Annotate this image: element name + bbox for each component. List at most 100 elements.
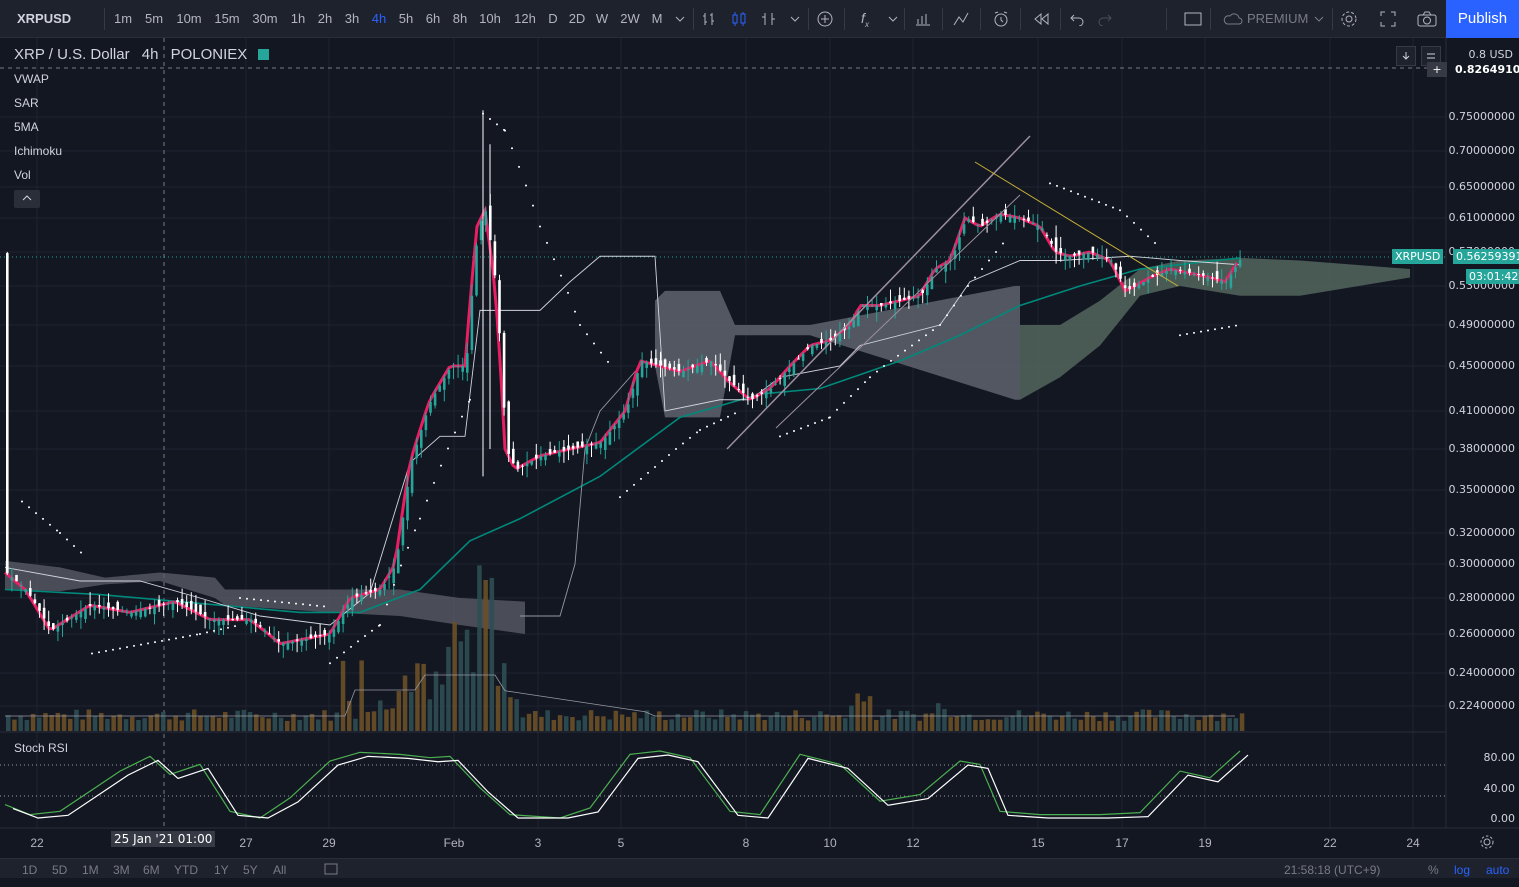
interval-6h[interactable]: 6h <box>425 11 441 26</box>
bottom-toolbar: 1D 5D 1M 3M 6M YTD 1Y 5Y All 21:58:18 (UTC+9) % … <box>0 858 1519 878</box>
indicators-icon[interactable]: fx <box>861 9 869 29</box>
indicator-sar[interactable]: SAR <box>14 96 39 110</box>
premium-label[interactable]: PREMIUM <box>1247 11 1309 26</box>
interval-15m[interactable]: 15m <box>214 11 240 26</box>
candle-body <box>539 456 543 461</box>
chevron-down-icon[interactable] <box>1306 0 1332 38</box>
candle-body <box>926 284 929 296</box>
interval-8h[interactable]: 8h <box>452 11 468 26</box>
interval-1h[interactable]: 1h <box>290 11 306 26</box>
auto-toggle[interactable]: auto <box>1486 863 1510 877</box>
interval-4h[interactable]: 4h <box>371 11 387 26</box>
sar-dot <box>800 427 802 430</box>
fullscreen-icon[interactable] <box>1375 0 1401 38</box>
volume-bar <box>378 700 383 731</box>
sar-dot <box>393 583 395 586</box>
volume-bar <box>1171 716 1177 731</box>
chart-legend: XRP / U.S. Dollar 4h POLONIEX <box>14 46 269 63</box>
interval-5m[interactable]: 5m <box>144 11 164 26</box>
time-tick: 15 <box>1031 836 1045 850</box>
volume-bar <box>421 663 426 731</box>
interval-2h[interactable]: 2h <box>317 11 333 26</box>
interval-2W[interactable]: 2W <box>620 11 640 26</box>
collapse-legend-button[interactable] <box>14 190 40 208</box>
range-5Y[interactable]: 5Y <box>243 863 258 877</box>
indicator-ichimoku[interactable]: Ichimoku <box>14 144 63 158</box>
price-tick: 0.65000000 <box>1448 180 1515 193</box>
sar-dot <box>56 529 58 532</box>
candle-body <box>898 295 901 302</box>
candle-body <box>521 465 524 467</box>
candle-body <box>107 602 110 609</box>
ichimoku-cloud-area <box>655 286 1020 418</box>
indicator-vwap[interactable]: VWAP <box>14 72 49 86</box>
candle-body <box>778 378 782 380</box>
hlc-bars-icon[interactable] <box>756 0 782 38</box>
candle-body <box>594 443 598 449</box>
calendar-icon[interactable] <box>318 849 344 887</box>
undo-icon[interactable] <box>1064 0 1090 38</box>
financials-icon[interactable] <box>910 0 936 38</box>
interval-10m[interactable]: 10m <box>176 11 202 26</box>
sar-dot <box>302 603 304 606</box>
sar-dot <box>988 259 990 262</box>
indicator-5ma[interactable]: 5MA <box>14 120 39 134</box>
alert-icon[interactable] <box>988 0 1014 38</box>
indicator-vol[interactable]: Vol <box>14 168 31 182</box>
range-All[interactable]: All <box>273 863 287 877</box>
interval-M[interactable]: M <box>651 11 663 26</box>
interval-10h[interactable]: 10h <box>479 11 501 26</box>
interval-1m[interactable]: 1m <box>113 11 133 26</box>
candle-body <box>272 637 276 639</box>
candle-body <box>1146 279 1150 283</box>
settings-gear-icon[interactable] <box>1474 830 1500 854</box>
volume-bar <box>68 718 73 731</box>
range-1Y[interactable]: 1Y <box>214 863 229 877</box>
chart-canvas[interactable] <box>0 38 1519 858</box>
publish-button[interactable]: Publish <box>1446 0 1519 38</box>
chevron-down-icon[interactable] <box>667 0 693 38</box>
layout-icon[interactable] <box>1180 0 1206 38</box>
download-icon[interactable] <box>1396 46 1416 66</box>
candle-body <box>332 629 336 637</box>
log-toggle[interactable]: log <box>1454 863 1471 877</box>
redo-icon[interactable] <box>1092 0 1118 38</box>
interval-D[interactable]: D <box>548 11 558 26</box>
add-compare-icon[interactable] <box>812 0 838 38</box>
volume-bar <box>849 705 854 731</box>
sar-dot <box>925 334 927 337</box>
range-1D[interactable]: 1D <box>22 863 38 877</box>
interval-W[interactable]: W <box>595 11 609 26</box>
divider <box>104 8 105 30</box>
candle-body <box>650 358 653 364</box>
interval-5h[interactable]: 5h <box>398 11 414 26</box>
volume-bar <box>768 716 774 731</box>
range-1M[interactable]: 1M <box>82 863 99 877</box>
interval-12h[interactable]: 12h <box>514 11 536 26</box>
candle-body <box>410 459 414 493</box>
range-6M[interactable]: 6M <box>143 863 160 877</box>
interval-3h[interactable]: 3h <box>344 11 360 26</box>
replay-icon[interactable] <box>1028 0 1054 38</box>
symbol-search[interactable]: XRPUSD <box>17 11 72 26</box>
chevron-down-icon[interactable] <box>880 0 906 38</box>
candle-body <box>590 443 593 445</box>
camera-icon[interactable] <box>1414 0 1440 38</box>
candle-body <box>728 376 731 381</box>
plus-icon[interactable]: + <box>1427 62 1447 77</box>
range-3M[interactable]: 3M <box>113 863 130 877</box>
gear-icon[interactable] <box>1336 0 1362 38</box>
interval-2D[interactable]: 2D <box>568 11 586 26</box>
range-YTD[interactable]: YTD <box>174 863 198 877</box>
interval-30m[interactable]: 30m <box>252 11 278 26</box>
templates-icon[interactable] <box>948 0 974 38</box>
candles-icon[interactable] <box>726 0 752 38</box>
percent-toggle[interactable]: % <box>1428 863 1439 877</box>
range-5D[interactable]: 5D <box>52 863 68 877</box>
cloud-icon[interactable] <box>1220 0 1246 38</box>
market-open-icon <box>257 49 269 60</box>
volume-bar <box>130 716 135 731</box>
chevron-down-icon[interactable] <box>782 0 808 38</box>
bar-chart-icon[interactable] <box>696 0 722 38</box>
clock[interactable]: 21:58:18 (UTC+9) <box>1284 863 1381 877</box>
